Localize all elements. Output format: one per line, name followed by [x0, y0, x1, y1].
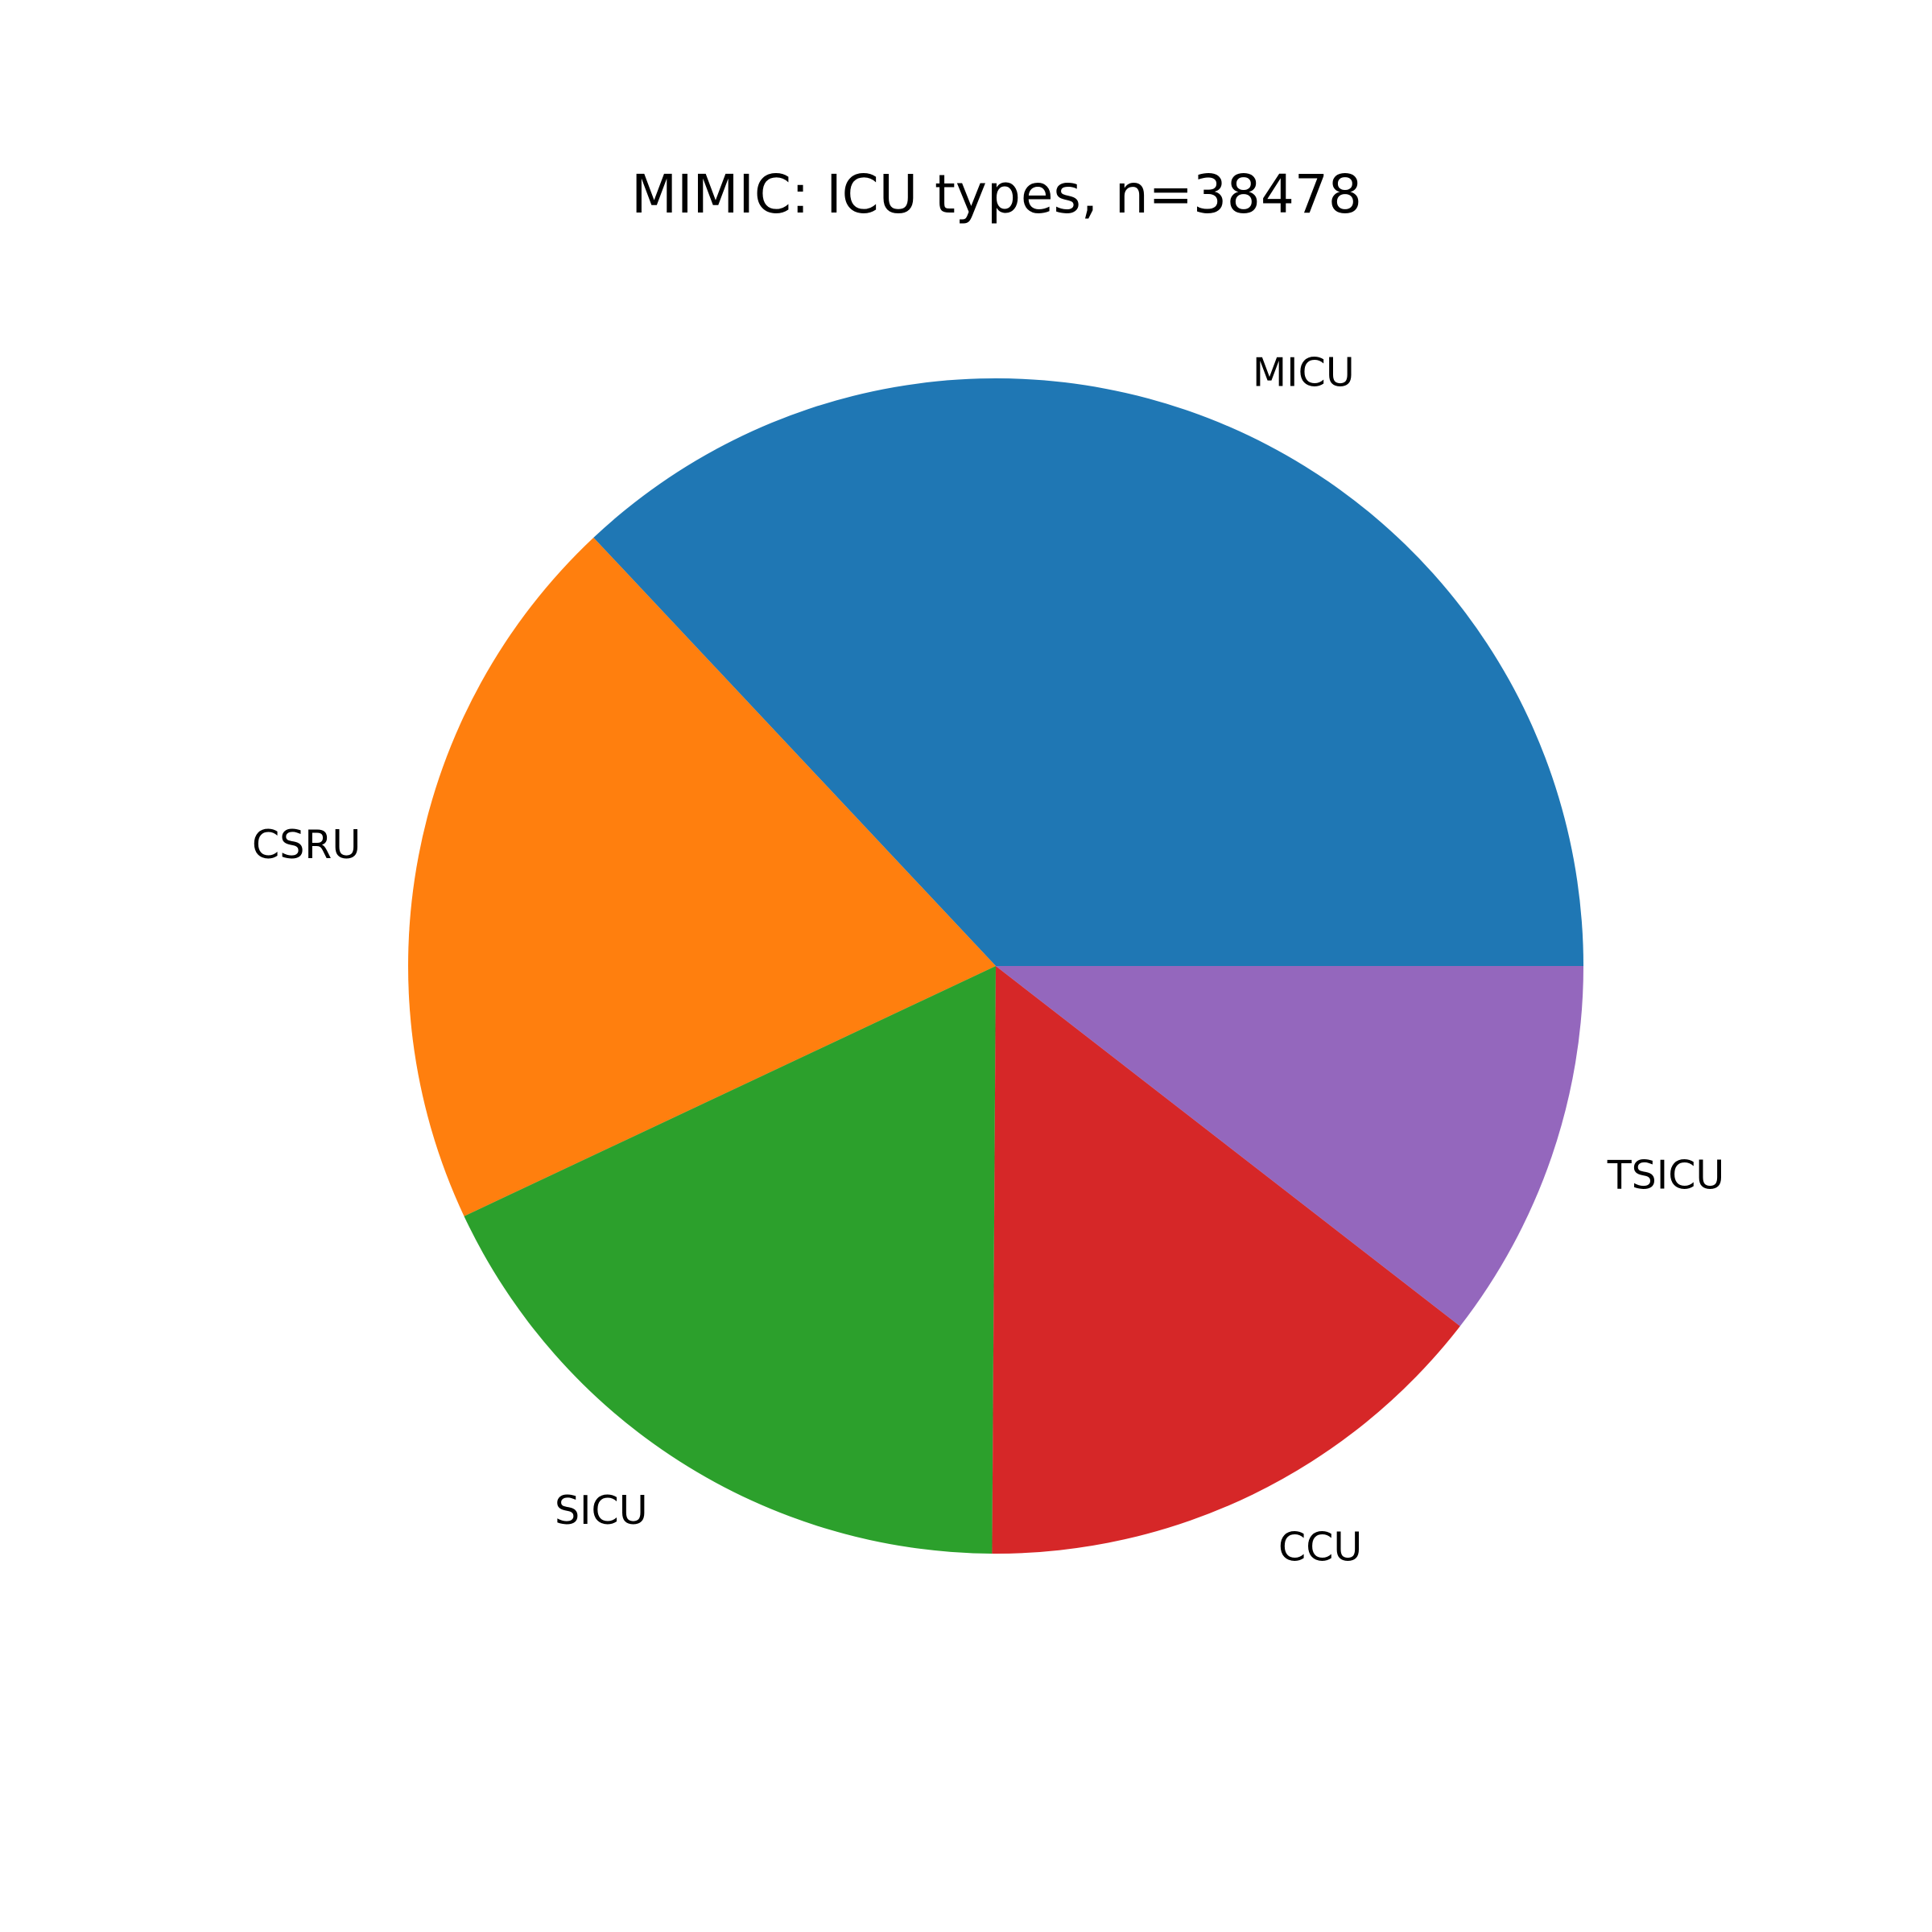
pie-label-sicu: SICU	[555, 1488, 648, 1534]
pie-slice-ccu	[992, 966, 1460, 1554]
pie-label-ccu: CCU	[1278, 1525, 1362, 1571]
pie-label-tsicu: TSICU	[1607, 1153, 1725, 1199]
pie-labels: MICU CSRU SICU CCU TSICU	[252, 350, 1724, 1571]
pie-slices	[408, 378, 1583, 1554]
chart-title: MIMIC: ICU types, n=38478	[631, 163, 1362, 225]
pie-slice-micu	[593, 378, 1583, 966]
pie-label-micu: MICU	[1253, 350, 1355, 396]
pie-label-csru: CSRU	[252, 822, 361, 868]
pie-slice-sicu	[464, 966, 996, 1554]
pie-slice-tsicu	[996, 966, 1583, 1327]
pie-slice-csru	[408, 537, 996, 1216]
